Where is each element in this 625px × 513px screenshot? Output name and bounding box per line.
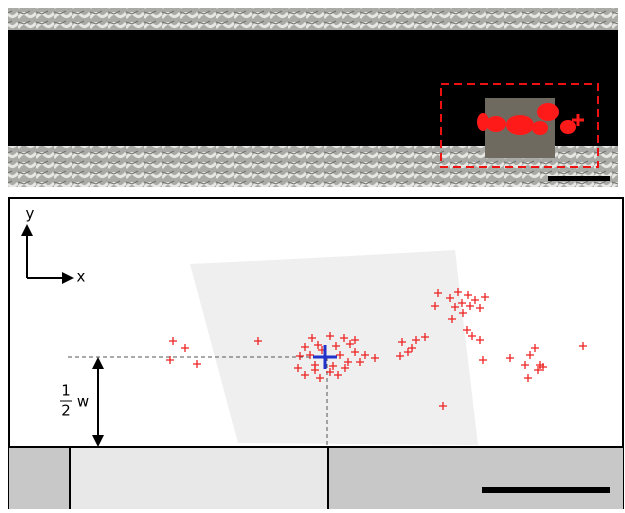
x-label: x (77, 268, 86, 286)
fraction-denominator: 2 (61, 402, 71, 420)
figure: y x 1 2 w (0, 0, 625, 509)
photo-panel (8, 8, 618, 187)
schematic-panel: y x 1 2 w (9, 198, 623, 509)
scale-bar (482, 487, 610, 493)
wall-block (328, 447, 623, 509)
wall-block (9, 447, 70, 509)
y-label: y (26, 205, 35, 223)
fraction-numerator: 1 (61, 382, 71, 400)
width-symbol: w (77, 393, 89, 411)
particle-outline (190, 250, 478, 445)
scale-bar (548, 176, 610, 181)
wall-block (70, 447, 328, 509)
